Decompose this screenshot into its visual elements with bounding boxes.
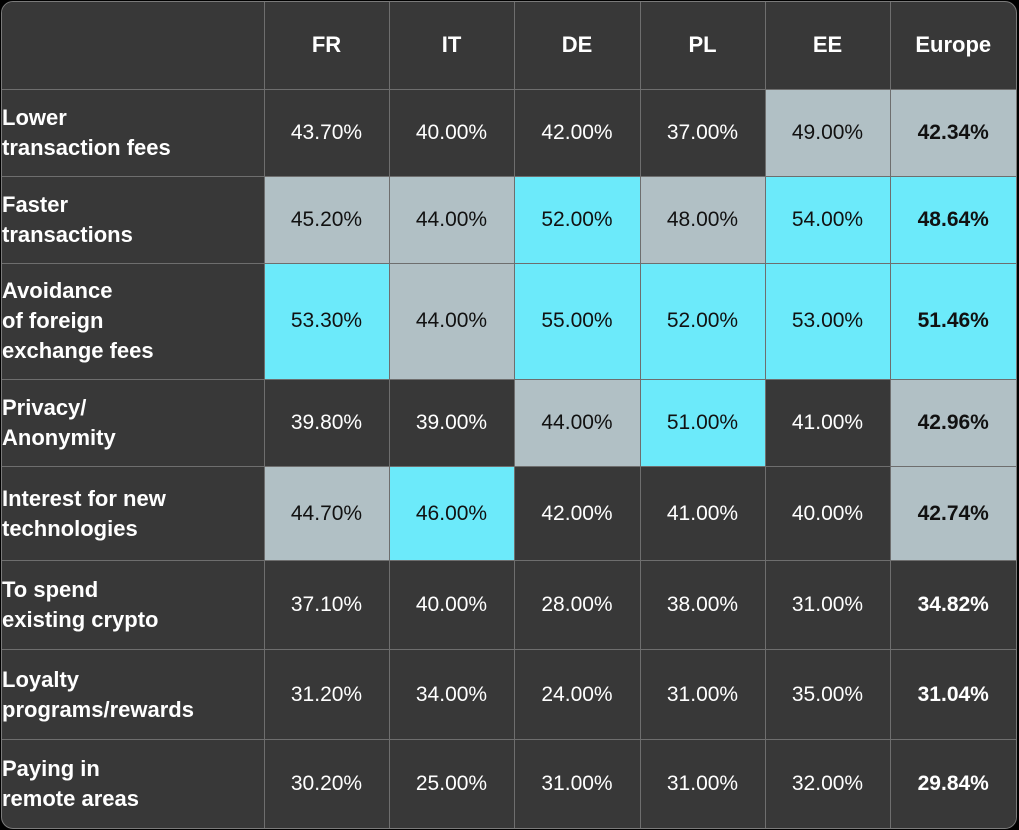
heat-cell-fr: 44.70% bbox=[263, 465, 390, 562]
heat-cell-it: 40.00% bbox=[388, 560, 515, 651]
table-row: Lower transaction fees 43.70% 40.00% 42.00%… bbox=[2, 88, 1016, 177]
row-label: Privacy/ Anonymity bbox=[2, 378, 265, 468]
heat-cell-fr: 30.20% bbox=[263, 739, 390, 828]
heat-cell-it: 44.00% bbox=[388, 262, 515, 380]
heat-cell-ee: 35.00% bbox=[764, 649, 891, 741]
heat-cell-pl: 37.00% bbox=[639, 88, 766, 177]
header-row: FR IT DE PL EE Europe bbox=[2, 2, 1016, 90]
heat-cell-europe: 42.96% bbox=[889, 378, 1016, 468]
heat-cell-europe: 42.74% bbox=[889, 465, 1016, 562]
heat-cell-de: 24.00% bbox=[513, 649, 641, 741]
table-row: Avoidance of foreign exchange fees 53.30%… bbox=[2, 262, 1016, 380]
heat-cell-de: 42.00% bbox=[513, 465, 641, 562]
row-label: Paying in remote areas bbox=[2, 739, 265, 828]
table-row: To spend existing crypto 37.10% 40.00% 28.0… bbox=[2, 560, 1016, 651]
table-row: Faster transactions 45.20% 44.00% 52.00% 48.… bbox=[2, 175, 1016, 264]
heat-cell-ee: 31.00% bbox=[764, 560, 891, 651]
heat-cell-pl: 38.00% bbox=[639, 560, 766, 651]
heat-cell-europe: 48.64% bbox=[889, 175, 1016, 264]
heat-cell-fr: 45.20% bbox=[263, 175, 390, 264]
heat-cell-pl: 52.00% bbox=[639, 262, 766, 380]
row-label: Avoidance of foreign exchange fees bbox=[2, 262, 265, 380]
heat-cell-de: 31.00% bbox=[513, 739, 641, 828]
column-header-europe: Europe bbox=[889, 2, 1016, 90]
heat-cell-it: 39.00% bbox=[388, 378, 515, 468]
heat-cell-pl: 31.00% bbox=[639, 739, 766, 828]
heat-cell-fr: 43.70% bbox=[263, 88, 390, 177]
table-row: Interest for new technologies 44.70% 46.00… bbox=[2, 465, 1016, 562]
heat-cell-europe: 51.46% bbox=[889, 262, 1016, 380]
row-label: Faster transactions bbox=[2, 175, 265, 264]
corner-cell bbox=[2, 2, 265, 90]
row-label: Lower transaction fees bbox=[2, 88, 265, 177]
column-header-fr: FR bbox=[263, 2, 390, 90]
heat-cell-de: 55.00% bbox=[513, 262, 641, 380]
heat-cell-fr: 31.20% bbox=[263, 649, 390, 741]
column-header-de: DE bbox=[513, 2, 641, 90]
table-row: Loyalty programs/rewards 31.20% 34.00% 24.0… bbox=[2, 649, 1016, 741]
heat-cell-it: 34.00% bbox=[388, 649, 515, 741]
heat-cell-it: 25.00% bbox=[388, 739, 515, 828]
heat-cell-de: 42.00% bbox=[513, 88, 641, 177]
row-label: Interest for new technologies bbox=[2, 465, 265, 562]
heat-cell-fr: 37.10% bbox=[263, 560, 390, 651]
heat-cell-ee: 40.00% bbox=[764, 465, 891, 562]
heat-cell-it: 40.00% bbox=[388, 88, 515, 177]
heat-cell-it: 44.00% bbox=[388, 175, 515, 264]
heat-cell-ee: 54.00% bbox=[764, 175, 891, 264]
column-header-it: IT bbox=[388, 2, 515, 90]
table-row: Paying in remote areas 30.20% 25.00% 31.00%… bbox=[2, 739, 1016, 828]
heat-cell-europe: 29.84% bbox=[889, 739, 1016, 828]
heat-cell-de: 28.00% bbox=[513, 560, 641, 651]
row-label: Loyalty programs/rewards bbox=[2, 649, 265, 741]
column-header-ee: EE bbox=[764, 2, 891, 90]
heat-cell-ee: 32.00% bbox=[764, 739, 891, 828]
heat-cell-de: 52.00% bbox=[513, 175, 641, 264]
heat-cell-pl: 48.00% bbox=[639, 175, 766, 264]
heat-cell-it: 46.00% bbox=[388, 465, 515, 562]
table-row: Privacy/ Anonymity 39.80% 39.00% 44.00% 51.0… bbox=[2, 378, 1016, 468]
heat-cell-europe: 31.04% bbox=[889, 649, 1016, 741]
heat-cell-pl: 41.00% bbox=[639, 465, 766, 562]
heat-cell-ee: 49.00% bbox=[764, 88, 891, 177]
heat-cell-pl: 31.00% bbox=[639, 649, 766, 741]
heat-cell-fr: 53.30% bbox=[263, 262, 390, 380]
heat-cell-fr: 39.80% bbox=[263, 378, 390, 468]
row-label: To spend existing crypto bbox=[2, 560, 265, 651]
heat-cell-europe: 42.34% bbox=[889, 88, 1016, 177]
heat-cell-ee: 53.00% bbox=[764, 262, 891, 380]
heat-cell-pl: 51.00% bbox=[639, 378, 766, 468]
heat-cell-ee: 41.00% bbox=[764, 378, 891, 468]
column-header-pl: PL bbox=[639, 2, 766, 90]
heat-cell-europe: 34.82% bbox=[889, 560, 1016, 651]
heat-cell-de: 44.00% bbox=[513, 378, 641, 468]
